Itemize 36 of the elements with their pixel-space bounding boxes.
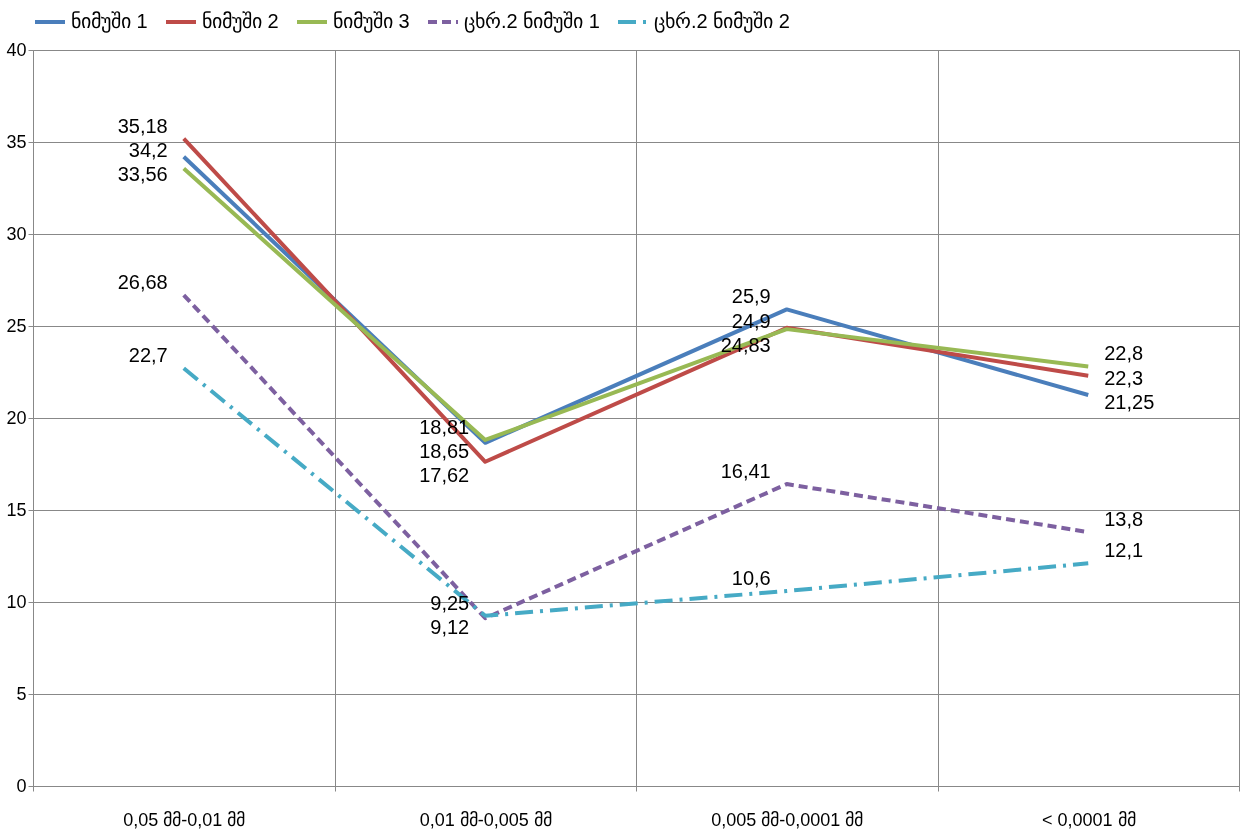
legend-label: ნიმუში 1 xyxy=(71,10,148,33)
x-tick-label: < 0,0001 მმ xyxy=(1041,809,1136,830)
y-tick-label: 10 xyxy=(6,591,27,612)
x-tick-label: 0,05 მმ-0,01 მმ xyxy=(123,809,246,830)
data-label: 12,1 xyxy=(1104,539,1144,562)
data-label: 22,3 xyxy=(1104,366,1144,389)
y-tick-label: 20 xyxy=(6,407,27,428)
data-label: 9,12 xyxy=(430,615,470,638)
data-label: 34,2 xyxy=(128,138,168,161)
data-label: 22,7 xyxy=(128,344,168,367)
data-label: 16,41 xyxy=(720,460,771,483)
data-label: 26,68 xyxy=(117,271,168,294)
data-label: 17,62 xyxy=(419,464,470,487)
data-label: 25,9 xyxy=(731,285,771,308)
data-label: 10,6 xyxy=(731,566,771,589)
data-label: 9,25 xyxy=(430,591,470,614)
y-tick-label: 30 xyxy=(6,223,27,244)
data-label: 13,8 xyxy=(1104,508,1144,531)
x-tick-label: 0,01 მმ-0,005 მმ xyxy=(419,809,552,830)
y-tick-label: 25 xyxy=(6,315,27,336)
x-tick-label: 0,005 მმ-0,0001 მმ xyxy=(711,809,864,830)
data-label: 22,8 xyxy=(1104,342,1144,365)
data-label: 21,25 xyxy=(1104,390,1155,413)
y-tick-label: 15 xyxy=(6,499,27,520)
legend-label: ნიმუში 3 xyxy=(333,10,410,33)
legend-label: ნიმუში 2 xyxy=(202,10,279,33)
data-label: 33,56 xyxy=(117,162,168,185)
legend-label: ცხრ.2 ნიმუში 1 xyxy=(464,10,600,33)
line-series xyxy=(181,366,1091,618)
y-tick-label: 40 xyxy=(6,39,27,60)
data-label: 18,65 xyxy=(419,439,470,462)
legend-label: ცხრ.2 ნიმუში 2 xyxy=(654,10,790,33)
y-tick-label: 5 xyxy=(16,683,27,704)
y-tick-label: 35 xyxy=(6,131,27,152)
y-tick-label: 0 xyxy=(16,775,27,796)
data-label: 35,18 xyxy=(117,114,168,137)
